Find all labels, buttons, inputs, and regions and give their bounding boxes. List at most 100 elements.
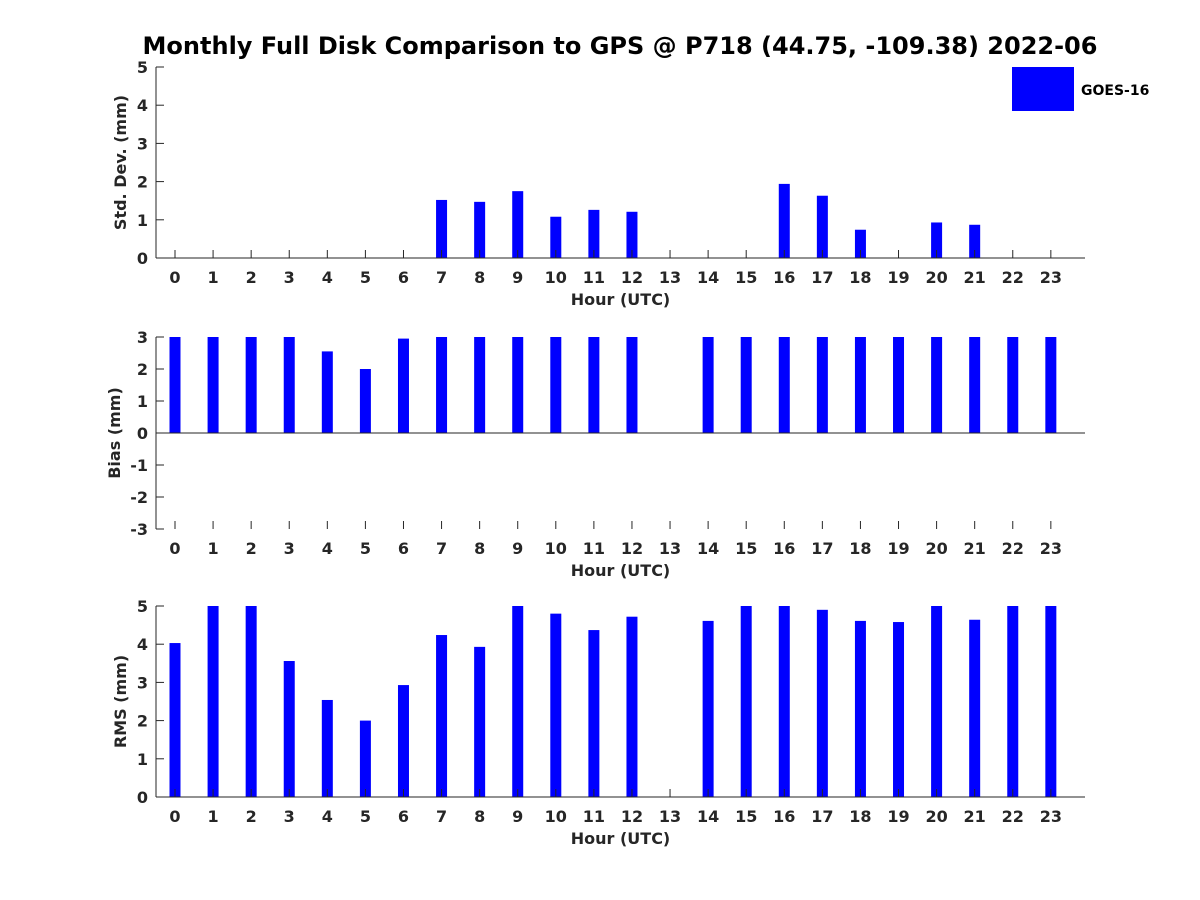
rms-bar-hour-17 xyxy=(816,609,828,797)
bias-y-tick-label: 1 xyxy=(137,392,148,411)
std-dev-x-tick-label: 17 xyxy=(811,268,833,287)
rms-y-tick-label: 5 xyxy=(137,597,148,616)
std-dev-x-tick-label: 19 xyxy=(887,268,909,287)
rms-bar-hour-4 xyxy=(321,699,333,797)
bias-x-tick-label: 20 xyxy=(925,539,947,558)
std-dev-x-tick-label: 22 xyxy=(1002,268,1024,287)
std-dev-bar-hour-9 xyxy=(512,191,524,258)
rms-bar-hour-16 xyxy=(778,606,790,797)
bias-x-tick-label: 2 xyxy=(246,539,257,558)
std-dev-y-tick-label: 1 xyxy=(137,211,148,230)
bias-x-tick-label: 14 xyxy=(697,539,719,558)
bias-x-tick-label: 11 xyxy=(583,539,605,558)
rms-y-axis-label: RMS (mm) xyxy=(111,655,130,748)
bias-x-axis-label: Hour (UTC) xyxy=(571,561,671,580)
std-dev-bar-hour-21 xyxy=(969,224,981,258)
rms-y-tick-label: 3 xyxy=(137,673,148,692)
std-dev-x-tick-label: 14 xyxy=(697,268,719,287)
rms-y-tick-label: 2 xyxy=(137,712,148,731)
rms-x-tick-label: 9 xyxy=(512,807,523,826)
std-dev-x-axis-label: Hour (UTC) xyxy=(571,290,671,309)
std-dev-x-tick-label: 15 xyxy=(735,268,757,287)
rms-x-tick-label: 0 xyxy=(169,807,180,826)
std-dev-x-tick-label: 3 xyxy=(284,268,295,287)
std-dev-x-tick-label: 13 xyxy=(659,268,681,287)
bias-bar-hour-14 xyxy=(702,337,714,433)
bias-x-tick-label: 13 xyxy=(659,539,681,558)
bias-y-tick-label: -1 xyxy=(130,456,148,475)
std-dev-x-tick-label: 4 xyxy=(322,268,333,287)
bias-bar-hour-9 xyxy=(512,337,524,433)
bias-bar-hour-11 xyxy=(588,337,600,433)
rms-bar-hour-7 xyxy=(436,635,448,797)
std-dev-x-tick-label: 1 xyxy=(208,268,219,287)
bias-bar-hour-16 xyxy=(778,337,790,433)
std-dev-x-tick-label: 0 xyxy=(169,268,180,287)
std-dev-x-tick-label: 8 xyxy=(474,268,485,287)
rms-x-tick-label: 16 xyxy=(773,807,795,826)
bias-bar-hour-7 xyxy=(436,337,448,433)
bias-y-tick-label: -3 xyxy=(130,520,148,539)
bias-bar-hour-5 xyxy=(359,369,371,433)
rms-x-axis-label: Hour (UTC) xyxy=(571,829,671,848)
std-dev-x-tick-label: 11 xyxy=(583,268,605,287)
rms-bar-hour-20 xyxy=(931,606,943,797)
std-dev-x-tick-label: 12 xyxy=(621,268,643,287)
rms-bar-hour-9 xyxy=(512,606,524,797)
bias-y-tick-label: 0 xyxy=(137,424,148,443)
rms-y-tick-label: 4 xyxy=(137,635,148,654)
rms-bar-hour-15 xyxy=(740,606,752,797)
std-dev-y-tick-label: 0 xyxy=(137,249,148,268)
bias-x-tick-label: 8 xyxy=(474,539,485,558)
std-dev-y-tick-label: 5 xyxy=(137,58,148,77)
bias-bar-hour-10 xyxy=(550,337,562,433)
bias-y-tick-label: -2 xyxy=(130,488,148,507)
rms-bar-hour-11 xyxy=(588,630,600,797)
bias-x-tick-label: 5 xyxy=(360,539,371,558)
rms-bar-hour-22 xyxy=(1007,606,1019,797)
std-dev-x-tick-label: 5 xyxy=(360,268,371,287)
std-dev-bar-hour-7 xyxy=(436,199,448,258)
rms-x-tick-label: 8 xyxy=(474,807,485,826)
std-dev-x-tick-label: 7 xyxy=(436,268,447,287)
bias-x-tick-label: 1 xyxy=(208,539,219,558)
bias-x-tick-label: 17 xyxy=(811,539,833,558)
rms-x-tick-label: 3 xyxy=(284,807,295,826)
bias-x-tick-label: 7 xyxy=(436,539,447,558)
rms-bar-hour-12 xyxy=(626,616,638,797)
rms-bar-hour-18 xyxy=(854,620,866,797)
bias-bar-hour-4 xyxy=(321,351,333,433)
std-dev-x-tick-label: 16 xyxy=(773,268,795,287)
bias-x-tick-label: 3 xyxy=(284,539,295,558)
bias-bar-hour-18 xyxy=(854,337,866,433)
std-dev-y-tick-label: 2 xyxy=(137,173,148,192)
rms-x-tick-label: 15 xyxy=(735,807,757,826)
legend-swatch xyxy=(1012,67,1074,111)
std-dev-x-tick-label: 2 xyxy=(246,268,257,287)
rms-x-tick-label: 12 xyxy=(621,807,643,826)
rms-bar-hour-2 xyxy=(245,606,257,797)
rms-x-tick-label: 17 xyxy=(811,807,833,826)
rms-x-tick-label: 20 xyxy=(925,807,947,826)
rms-x-tick-label: 10 xyxy=(545,807,567,826)
figure-title: Monthly Full Disk Comparison to GPS @ P7… xyxy=(143,32,1098,60)
bias-bar-hour-22 xyxy=(1007,337,1019,433)
bias-x-tick-label: 9 xyxy=(512,539,523,558)
bias-x-tick-label: 23 xyxy=(1040,539,1062,558)
rms-bar-hour-10 xyxy=(550,613,562,797)
bias-y-tick-label: 3 xyxy=(137,328,148,347)
std-dev-bar-hour-20 xyxy=(931,222,943,258)
std-dev-y-tick-label: 3 xyxy=(137,134,148,153)
std-dev-bar-hour-12 xyxy=(626,211,638,258)
std-dev-bar-hour-8 xyxy=(474,201,486,258)
rms-x-tick-label: 2 xyxy=(246,807,257,826)
bias-bar-hour-21 xyxy=(969,337,981,433)
bias-bar-hour-3 xyxy=(283,337,295,433)
rms-bar-hour-1 xyxy=(207,606,219,797)
rms-x-tick-label: 4 xyxy=(322,807,333,826)
rms-x-tick-label: 19 xyxy=(887,807,909,826)
